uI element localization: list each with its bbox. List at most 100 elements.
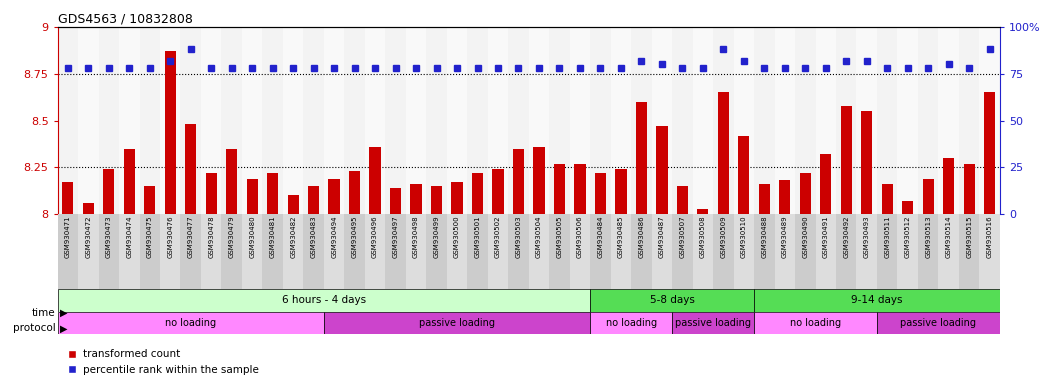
Bar: [431, 186, 442, 214]
Legend: transformed count, percentile rank within the sample: transformed count, percentile rank withi…: [63, 345, 263, 379]
Bar: [201, 214, 222, 289]
Bar: [861, 111, 872, 214]
Bar: [795, 214, 816, 289]
Bar: [426, 27, 447, 214]
Bar: [779, 180, 790, 214]
Text: ▶: ▶: [60, 308, 67, 318]
Bar: [304, 27, 324, 214]
Bar: [329, 179, 340, 214]
Text: no loading: no loading: [605, 318, 656, 328]
Bar: [959, 27, 979, 214]
Bar: [364, 214, 385, 289]
Text: GSM930514: GSM930514: [945, 216, 952, 258]
Bar: [324, 214, 344, 289]
Text: ▶: ▶: [60, 323, 67, 333]
Bar: [119, 214, 139, 289]
Text: GSM930513: GSM930513: [926, 216, 931, 258]
Text: GSM930507: GSM930507: [680, 216, 686, 258]
Text: no loading: no loading: [789, 318, 841, 328]
Text: GSM930488: GSM930488: [761, 216, 767, 258]
Bar: [180, 214, 201, 289]
Text: GSM930493: GSM930493: [864, 216, 870, 258]
Text: passive loading: passive loading: [900, 318, 977, 328]
Bar: [943, 158, 954, 214]
Text: GSM930484: GSM930484: [598, 216, 603, 258]
Text: GSM930499: GSM930499: [433, 216, 440, 258]
Bar: [734, 27, 754, 214]
Text: GSM930483: GSM930483: [311, 216, 316, 258]
Bar: [938, 214, 959, 289]
Text: GSM930495: GSM930495: [352, 216, 358, 258]
Bar: [58, 289, 591, 311]
Text: GSM930500: GSM930500: [454, 216, 460, 258]
Bar: [447, 27, 467, 214]
Text: GSM930476: GSM930476: [168, 216, 173, 258]
Bar: [959, 214, 979, 289]
Bar: [226, 149, 238, 214]
Bar: [903, 201, 913, 214]
Text: 6 hours - 4 days: 6 hours - 4 days: [282, 295, 366, 305]
Text: GSM930487: GSM930487: [659, 216, 665, 258]
Bar: [370, 147, 381, 214]
Text: GSM930512: GSM930512: [905, 216, 911, 258]
Bar: [672, 27, 693, 214]
Bar: [554, 164, 565, 214]
Bar: [841, 106, 852, 214]
Bar: [58, 311, 324, 334]
Bar: [164, 51, 176, 214]
Bar: [160, 214, 180, 289]
Bar: [222, 214, 242, 289]
Bar: [288, 195, 298, 214]
Bar: [595, 173, 606, 214]
Text: GSM930480: GSM930480: [249, 216, 255, 258]
Bar: [816, 214, 836, 289]
Bar: [508, 27, 529, 214]
Bar: [820, 154, 831, 214]
Bar: [631, 214, 651, 289]
Bar: [406, 27, 426, 214]
Bar: [591, 27, 610, 214]
Bar: [185, 124, 197, 214]
Text: GSM930478: GSM930478: [208, 216, 215, 258]
Bar: [472, 173, 483, 214]
Bar: [591, 214, 610, 289]
Bar: [713, 214, 734, 289]
Bar: [139, 27, 160, 214]
Bar: [529, 27, 550, 214]
Bar: [922, 179, 934, 214]
Bar: [550, 214, 570, 289]
Text: GSM930472: GSM930472: [85, 216, 91, 258]
Bar: [304, 214, 324, 289]
Bar: [119, 27, 139, 214]
Bar: [738, 136, 750, 214]
Bar: [513, 149, 525, 214]
Text: GSM930481: GSM930481: [270, 216, 275, 258]
Text: GSM930489: GSM930489: [782, 216, 787, 258]
Bar: [79, 214, 98, 289]
Bar: [877, 311, 1000, 334]
Bar: [98, 214, 119, 289]
Bar: [775, 27, 795, 214]
Bar: [651, 214, 672, 289]
Bar: [610, 214, 631, 289]
Text: GSM930498: GSM930498: [414, 216, 419, 258]
Bar: [139, 214, 160, 289]
Bar: [246, 179, 258, 214]
Bar: [979, 214, 1000, 289]
Bar: [836, 27, 856, 214]
Text: GSM930505: GSM930505: [556, 216, 562, 258]
Text: GSM930506: GSM930506: [577, 216, 583, 258]
Bar: [324, 311, 591, 334]
Bar: [897, 27, 918, 214]
Bar: [160, 27, 180, 214]
Bar: [180, 27, 201, 214]
Bar: [389, 188, 401, 214]
Bar: [201, 27, 222, 214]
Bar: [713, 27, 734, 214]
Text: GSM930477: GSM930477: [187, 216, 194, 258]
Bar: [938, 27, 959, 214]
Bar: [508, 214, 529, 289]
Bar: [656, 126, 668, 214]
Bar: [775, 214, 795, 289]
Text: GSM930496: GSM930496: [372, 216, 378, 258]
